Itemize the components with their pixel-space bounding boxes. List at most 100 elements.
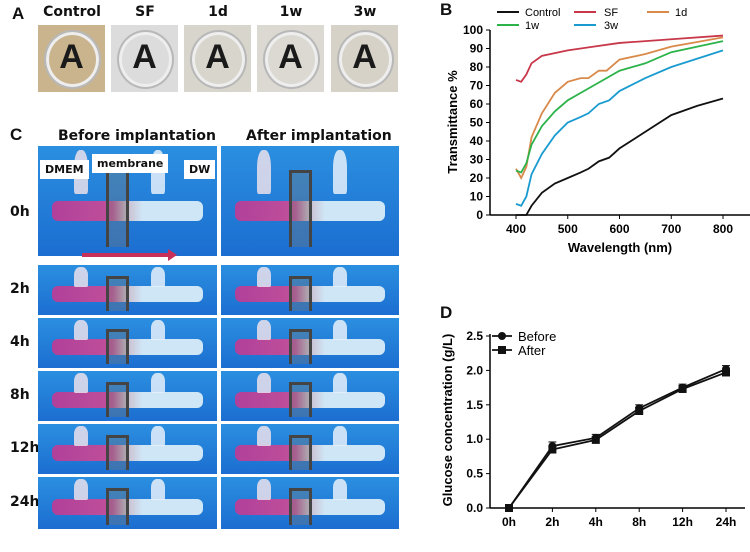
data-point <box>722 368 730 377</box>
membrane-clamp <box>288 170 312 248</box>
x-tick-label: 400 <box>506 222 526 236</box>
legend-label: 1d <box>675 7 687 19</box>
legend-label: SF <box>604 7 618 19</box>
y-tick-label: 70 <box>470 79 484 93</box>
before-implantation-photo <box>38 371 217 421</box>
y-tick-label: 0.0 <box>466 501 483 515</box>
x-axis-title: Wavelength (nm) <box>568 240 672 255</box>
legend-label: 1w <box>525 20 539 32</box>
tube-cap <box>73 373 89 393</box>
x-tick-label: 500 <box>558 222 578 236</box>
dw-callout: DW <box>184 160 216 179</box>
tube-cap <box>150 320 166 340</box>
tube-cap <box>256 150 271 195</box>
sample-well-photo: A <box>38 25 105 92</box>
well-ring <box>117 30 174 89</box>
tube-cap <box>256 373 271 393</box>
before-implantation-photo <box>38 424 217 474</box>
tube-cap <box>256 320 271 340</box>
x-tick-label: 600 <box>609 222 629 236</box>
y-axis-title: Glucose concentration (g/L) <box>440 334 455 507</box>
x-tick-label: 24h <box>716 515 737 529</box>
data-point <box>635 406 644 415</box>
y-tick-label: 100 <box>463 23 483 37</box>
tube-cap <box>333 373 348 393</box>
time-label: 2h <box>10 281 30 297</box>
time-label: 4h <box>10 334 30 350</box>
tube-cap <box>73 320 89 340</box>
membrane-clamp <box>288 329 312 364</box>
y-tick-label: 30 <box>470 153 484 167</box>
after-implantation-photo <box>221 146 399 256</box>
x-tick-label: 2h <box>545 515 559 529</box>
data-point <box>678 384 687 393</box>
sample-well-photo: A <box>111 25 178 92</box>
data-point <box>548 445 557 454</box>
series-line-before <box>508 368 727 509</box>
tube-cap <box>256 267 271 287</box>
sample-title: Control <box>43 4 101 20</box>
sample-title: 3w <box>353 4 377 20</box>
y-tick-label: 10 <box>470 190 484 204</box>
diffusion-direction-arrow <box>82 253 170 257</box>
well-ring <box>190 30 247 89</box>
data-point <box>505 504 513 512</box>
tube-cap <box>333 150 348 195</box>
tube-cap <box>150 426 166 446</box>
tube-cap <box>333 320 348 340</box>
well-letter: A <box>205 38 230 76</box>
panel-c-label: C <box>10 125 23 144</box>
after-implantation-photo <box>221 477 399 529</box>
y-tick-label: 0.5 <box>466 467 483 481</box>
sample-well-photo: A <box>184 25 251 92</box>
membrane-clamp <box>288 488 312 525</box>
y-axis-title: Transmittance % <box>445 70 460 174</box>
x-tick-label: 4h <box>589 515 603 529</box>
after-implantation-photo <box>221 318 399 368</box>
y-tick-label: 0 <box>476 208 483 222</box>
well-letter: A <box>59 38 84 76</box>
y-tick-label: 1.0 <box>466 432 483 446</box>
data-point <box>591 435 600 444</box>
time-label: 12h <box>10 440 40 456</box>
glucose-chart: 0h 2h 4h 8h 12h 24h 0.0 0.5 1.0 1.5 2.0 2.5 Glucose … <box>440 329 745 529</box>
y-tick-label: 20 <box>470 171 484 185</box>
legend-marker <box>498 332 506 340</box>
tube-cap <box>256 426 271 446</box>
time-label: 0h <box>10 204 30 220</box>
sample-title: 1w <box>279 4 303 20</box>
transmittance-chart: 400 500 600 700 800 0 10 20 30 40 50 60 70 80 90 100 Wav… <box>445 7 750 255</box>
before-implantation-photo <box>38 477 217 529</box>
membrane-clamp <box>106 382 130 417</box>
legend-label: Before <box>518 329 556 344</box>
sample-title: 1d <box>208 4 228 20</box>
membrane-clamp <box>288 276 312 311</box>
sample-well-photo: A <box>331 25 398 92</box>
y-tick-label: 80 <box>470 60 484 74</box>
series-line-1w <box>515 40 724 174</box>
x-tick-label: 8h <box>632 515 646 529</box>
tube-cap <box>333 426 348 446</box>
well-letter: A <box>352 38 377 76</box>
well-letter: A <box>132 38 157 76</box>
y-tick-label: 60 <box>470 97 484 111</box>
tube-cap <box>73 267 89 287</box>
after-implantation-title: After implantation <box>246 128 392 144</box>
panel-b-label: B <box>440 0 453 19</box>
well-letter: A <box>278 38 303 76</box>
after-implantation-photo <box>221 371 399 421</box>
x-tick-label: 0h <box>502 515 516 529</box>
well-ring <box>44 30 101 89</box>
membrane-clamp <box>106 329 130 364</box>
dmem-callout: DMEM <box>40 160 89 179</box>
membrane-clamp <box>106 435 130 470</box>
legend-label: Control <box>525 7 560 19</box>
series-line-control <box>516 97 724 216</box>
x-tick-label: 12h <box>672 515 693 529</box>
y-tick-label: 2.0 <box>466 363 483 377</box>
membrane-clamp <box>106 488 130 525</box>
membrane-clamp <box>288 435 312 470</box>
membrane-clamp <box>288 382 312 417</box>
membrane-clamp <box>106 276 130 311</box>
legend-label: After <box>518 343 546 358</box>
